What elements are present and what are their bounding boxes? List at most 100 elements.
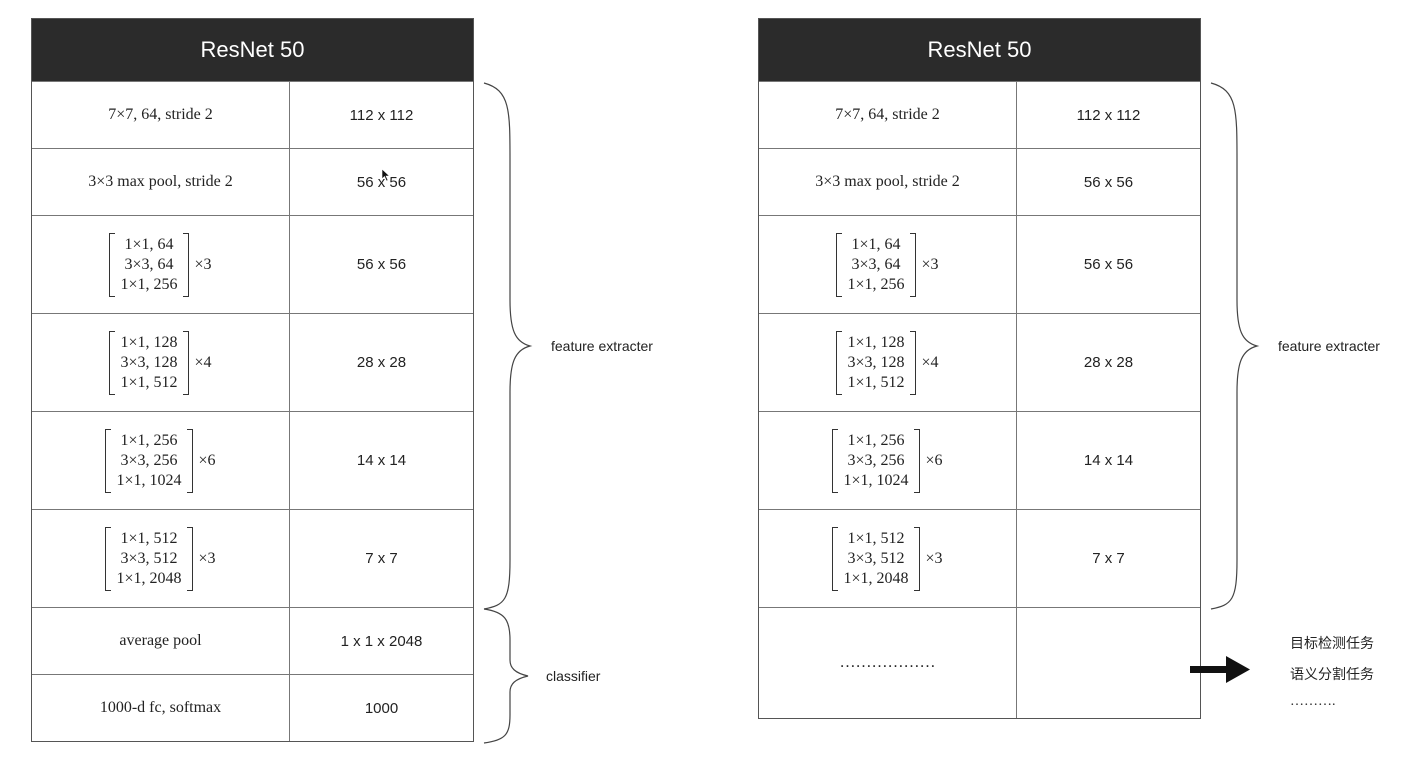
layer-cell: 3×3 max pool, stride 2 <box>32 149 290 215</box>
layer-cell: 1×1, 256 3×3, 256 1×1, 1024 ×6 <box>32 412 290 509</box>
block-line: 1×1, 512 <box>120 529 178 547</box>
output-size-text: 1 x 1 x 2048 <box>340 632 423 650</box>
layer-cell: 1×1, 64 3×3, 64 1×1, 256 ×3 <box>32 216 290 313</box>
output-size-text: 7 x 7 <box>1092 550 1125 567</box>
block-line: 3×3, 128 <box>847 353 905 371</box>
table-row: 1×1, 256 3×3, 256 1×1, 1024 ×6 14 x 14 <box>32 411 473 509</box>
layer-cell: 7×7, 64, stride 2 <box>32 82 290 148</box>
resnet50-table-right: ResNet 50 7×7, 64, stride 2 112 x 112 3×3 … <box>758 18 1201 719</box>
block-line: 3×3, 64 <box>851 255 901 273</box>
output-size-text: 56 x 56 <box>1083 256 1134 273</box>
layer-cell: 1×1, 128 3×3, 128 1×1, 512 ×4 <box>759 314 1017 411</box>
output-size-text: 56 x 56 <box>356 173 407 191</box>
table-row: 1×1, 128 3×3, 128 1×1, 512 ×4 28 x 28 <box>32 313 473 411</box>
bottleneck-block: 1×1, 512 3×3, 512 1×1, 2048 ×3 <box>832 526 943 591</box>
layer-cell: average pool <box>32 608 290 674</box>
output-size-text: 112 x 112 <box>1076 106 1141 124</box>
table-row: 1×1, 512 3×3, 512 1×1, 2048 ×3 7 x 7 <box>759 509 1200 607</box>
bottleneck-block: 1×1, 256 3×3, 256 1×1, 1024 ×6 <box>105 428 216 493</box>
table-title: ResNet 50 <box>32 19 473 81</box>
feature-extracter-label-right: feature extracter <box>1278 338 1380 354</box>
resnet50-table-left: ResNet 50 7×7, 64, stride 2 112 x 112 3×3 … <box>31 18 474 742</box>
block-matrix: 1×1, 64 3×3, 64 1×1, 256 <box>836 232 916 297</box>
layer-cell: 1×1, 256 3×3, 256 1×1, 1024 ×6 <box>759 412 1017 509</box>
bottleneck-block: 1×1, 64 3×3, 64 1×1, 256 ×3 <box>836 232 939 297</box>
task-object-detection: 目标检测任务 <box>1290 636 1374 652</box>
feature-extracter-brace-left <box>483 82 533 610</box>
output-size-cell: 56 x 56 <box>290 216 473 313</box>
block-repeat: ×4 <box>194 353 212 371</box>
classifier-label-left: classifier <box>546 668 601 684</box>
table-row: average pool 1 x 1 x 2048 <box>32 607 473 674</box>
block-line: 1×1, 2048 <box>116 569 182 587</box>
output-size-cell: 28 x 28 <box>290 314 473 411</box>
table-row: 1×1, 512 3×3, 512 1×1, 2048 ×3 7 x 7 <box>32 509 473 607</box>
bottleneck-block: 1×1, 128 3×3, 128 1×1, 512 ×4 <box>836 330 939 395</box>
layer-cell: 1×1, 512 3×3, 512 1×1, 2048 ×3 <box>759 510 1017 607</box>
mouse-cursor-icon <box>381 168 391 182</box>
table-row: 1×1, 128 3×3, 128 1×1, 512 ×4 28 x 28 <box>759 313 1200 411</box>
block-line: 1×1, 256 <box>120 431 178 449</box>
table-row: 7×7, 64, stride 2 112 x 112 <box>32 81 473 148</box>
output-size-cell <box>1017 608 1200 718</box>
table-row: 3×3 max pool, stride 2 56 x 56 <box>32 148 473 215</box>
output-size-cell: 7 x 7 <box>1017 510 1200 607</box>
block-line: 3×3, 256 <box>120 451 178 469</box>
layer-text: 3×3 max pool, stride 2 <box>815 173 960 190</box>
feature-extracter-brace-right <box>1210 82 1260 610</box>
output-size-cell: 56 x 56 <box>1017 216 1200 313</box>
output-size-text: 14 x 14 <box>1083 452 1134 469</box>
output-size-text: 112 x 112 <box>349 106 414 124</box>
block-repeat: ×6 <box>925 451 943 469</box>
layer-text: 3×3 max pool, stride 2 <box>88 173 233 190</box>
task-semantic-segmentation: 语义分割任务 <box>1290 667 1374 683</box>
block-matrix: 1×1, 512 3×3, 512 1×1, 2048 <box>105 526 193 591</box>
bottleneck-block: 1×1, 256 3×3, 256 1×1, 1024 ×6 <box>832 428 943 493</box>
layer-cell: 1×1, 64 3×3, 64 1×1, 256 ×3 <box>759 216 1017 313</box>
layer-text: 1000-d fc, softmax <box>99 699 222 716</box>
layer-cell: 1×1, 512 3×3, 512 1×1, 2048 ×3 <box>32 510 290 607</box>
block-matrix: 1×1, 128 3×3, 128 1×1, 512 <box>109 330 189 395</box>
block-line: 1×1, 512 <box>847 529 905 547</box>
table-row: 7×7, 64, stride 2 112 x 112 <box>759 81 1200 148</box>
output-size-text: 28 x 28 <box>1083 354 1134 371</box>
layer-cell: 7×7, 64, stride 2 <box>759 82 1017 148</box>
table-title: ResNet 50 <box>759 19 1200 81</box>
bottleneck-block: 1×1, 64 3×3, 64 1×1, 256 ×3 <box>109 232 212 297</box>
output-size-cell: 56 x 56 <box>290 149 473 215</box>
block-repeat: ×3 <box>925 549 943 567</box>
bottleneck-block: 1×1, 512 3×3, 512 1×1, 2048 ×3 <box>105 526 216 591</box>
layer-cell: ……………… <box>759 608 1017 718</box>
block-repeat: ×3 <box>921 255 939 273</box>
block-line: 1×1, 512 <box>120 373 178 391</box>
table-row: ……………… <box>759 607 1200 718</box>
output-size-text: 28 x 28 <box>356 354 407 371</box>
task-more: ………. <box>1290 694 1336 709</box>
table-row: 3×3 max pool, stride 2 56 x 56 <box>759 148 1200 215</box>
table-body: 7×7, 64, stride 2 112 x 112 3×3 max pool, … <box>759 81 1200 718</box>
output-size-cell: 14 x 14 <box>290 412 473 509</box>
block-line: 3×3, 512 <box>847 549 905 567</box>
block-line: 1×1, 128 <box>847 333 905 351</box>
block-line: 1×1, 1024 <box>843 471 909 489</box>
output-size-cell: 1000 <box>290 675 473 741</box>
output-size-cell: 7 x 7 <box>290 510 473 607</box>
block-repeat: ×6 <box>198 451 216 469</box>
layer-text: 7×7, 64, stride 2 <box>835 106 940 123</box>
output-size-cell: 28 x 28 <box>1017 314 1200 411</box>
block-matrix: 1×1, 256 3×3, 256 1×1, 1024 <box>832 428 920 493</box>
block-line: 3×3, 512 <box>120 549 178 567</box>
layer-text: 7×7, 64, stride 2 <box>108 106 213 123</box>
output-size-text: 1000 <box>364 699 399 717</box>
layer-cell: 1000-d fc, softmax <box>32 675 290 741</box>
block-repeat: ×3 <box>198 549 216 567</box>
layer-text: average pool <box>119 632 202 649</box>
table-body: 7×7, 64, stride 2 112 x 112 3×3 max pool, … <box>32 81 473 741</box>
feature-extracter-label-left: feature extracter <box>551 338 653 354</box>
layer-cell: 3×3 max pool, stride 2 <box>759 149 1017 215</box>
classifier-brace-left <box>483 608 529 744</box>
output-size-text: 7 x 7 <box>365 550 398 567</box>
layer-text: ……………… <box>839 654 936 671</box>
block-line: 1×1, 128 <box>120 333 178 351</box>
block-line: 1×1, 2048 <box>843 569 909 587</box>
